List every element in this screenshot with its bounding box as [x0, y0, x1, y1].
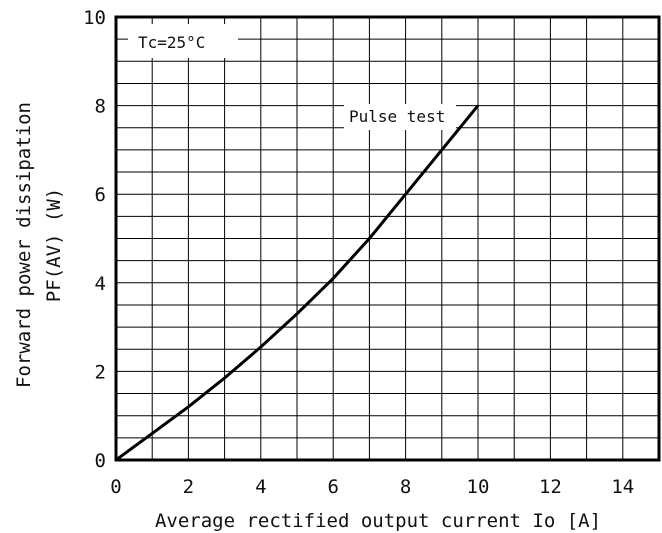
y-tick-label: 2	[95, 361, 106, 383]
x-tick-label: 14	[611, 476, 634, 498]
grid-lines	[116, 17, 659, 460]
y-tick-label: 8	[95, 96, 106, 118]
y-axis-label-line2: PF(AV) (W)	[43, 188, 65, 302]
x-tick-label: 12	[539, 476, 562, 498]
series-label-pulse-test: Pulse test	[349, 107, 445, 126]
y-axis-label-line1: Forward power dissipation	[13, 102, 35, 388]
x-tick-label: 0	[110, 476, 121, 498]
pulse-test-curve	[115, 104, 480, 462]
y-tick-label: 4	[95, 273, 106, 295]
x-tick-labels: 0 2 4 6 8 10 12 14	[110, 476, 634, 498]
series-label-bg	[344, 104, 456, 130]
x-tick-label: 8	[400, 476, 411, 498]
x-axis-label: Average rectified output current Io [A]	[155, 510, 601, 532]
y-tick-label: 0	[95, 450, 106, 472]
x-tick-label: 4	[255, 476, 266, 498]
x-tick-label: 6	[327, 476, 338, 498]
y-tick-label: 6	[95, 184, 106, 206]
x-tick-label: 2	[183, 476, 194, 498]
plot-frame	[114, 15, 661, 462]
condition-label: Tc=25°C	[138, 33, 205, 52]
y-tick-label: 10	[83, 7, 106, 29]
y-tick-labels: 0 2 4 6 8 10	[83, 7, 106, 472]
x-tick-label: 10	[467, 476, 490, 498]
condition-box	[128, 24, 238, 58]
